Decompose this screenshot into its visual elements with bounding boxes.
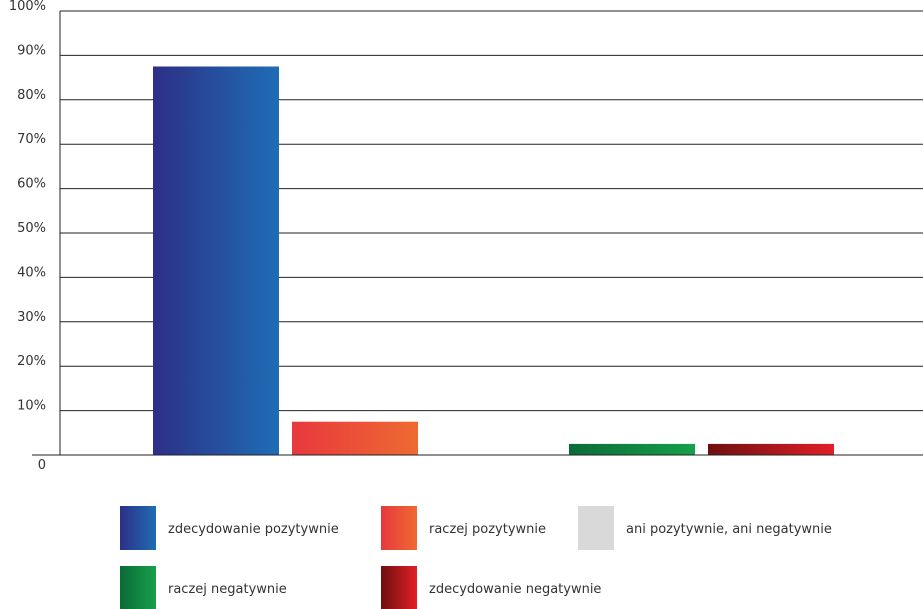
y-tick-label: 0: [38, 458, 46, 473]
bars: [153, 66, 834, 455]
legend-item: raczej pozytywnie: [381, 506, 546, 550]
y-tick-label: 70%: [17, 132, 46, 147]
legend: zdecydowanie pozytywnie raczej pozytywnie…: [120, 506, 832, 609]
legend-swatch: [381, 566, 417, 609]
y-tick-label: 20%: [17, 354, 46, 369]
legend-item: raczej negatywnie: [120, 566, 287, 609]
bar-2: [292, 421, 418, 455]
y-tick-label: 50%: [17, 221, 46, 236]
y-tick-label: 80%: [17, 88, 46, 103]
legend-swatch: [120, 506, 156, 550]
bar-4: [569, 443, 695, 455]
y-tick-label: 100%: [9, 0, 46, 14]
legend-swatch: [578, 506, 614, 550]
y-tick-label: 30%: [17, 310, 46, 325]
legend-item: zdecydowanie negatywnie: [381, 566, 601, 609]
legend-item: ani pozytywnie, ani negatywnie: [578, 506, 832, 550]
legend-label: zdecydowanie negatywnie: [429, 582, 601, 597]
legend-label: ani pozytywnie, ani negatywnie: [626, 522, 832, 537]
y-tick-label: 90%: [17, 43, 46, 58]
legend-item: zdecydowanie pozytywnie: [120, 506, 339, 550]
y-axis-ticks: 0 10% 20% 30% 40% 50% 60% 70% 80% 90% 100%: [9, 0, 46, 473]
legend-swatch: [120, 566, 156, 609]
bar-1: [153, 66, 279, 455]
axes: [32, 11, 923, 456]
y-tick-label: 60%: [17, 177, 46, 192]
bar-5: [708, 443, 834, 455]
legend-swatch: [381, 506, 417, 550]
legend-label: raczej pozytywnie: [429, 522, 546, 537]
y-tick-label: 40%: [17, 265, 46, 280]
legend-label: zdecydowanie pozytywnie: [168, 522, 339, 537]
legend-label: raczej negatywnie: [168, 582, 287, 597]
y-tick-label: 10%: [17, 399, 46, 414]
